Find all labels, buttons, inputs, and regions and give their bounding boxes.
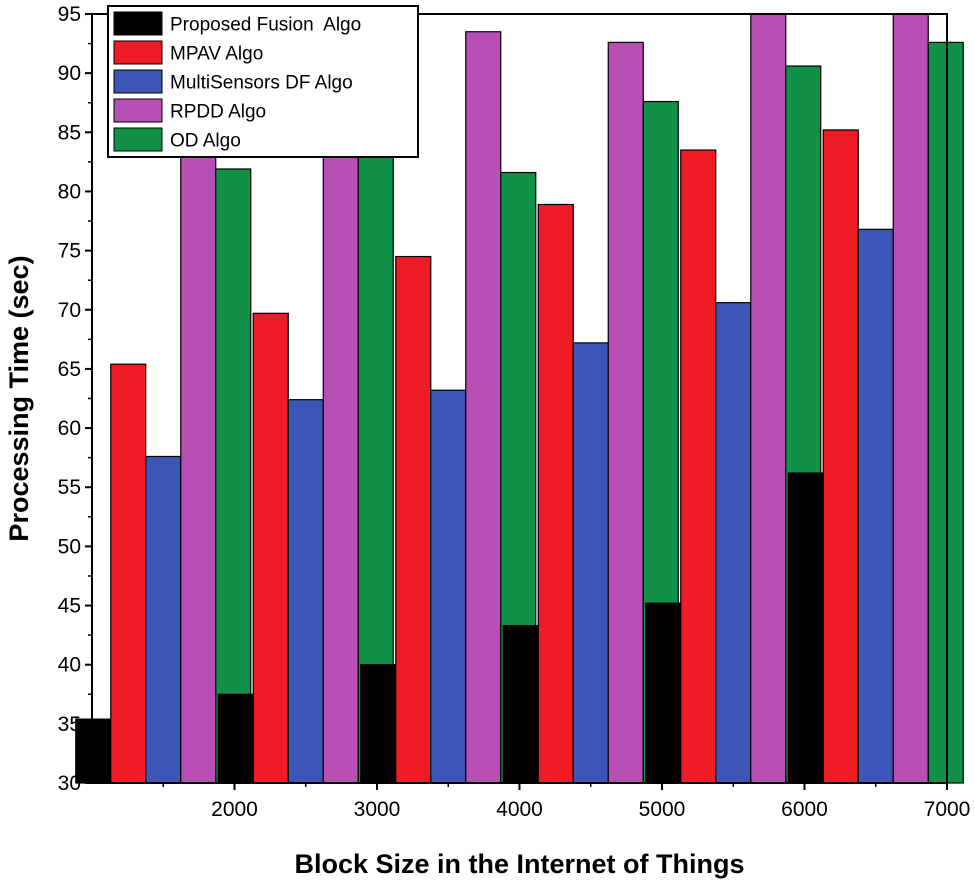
legend-label: MPAV Algo xyxy=(170,44,263,65)
bar xyxy=(252,312,289,784)
bar xyxy=(75,718,112,784)
bars-layer xyxy=(75,13,964,784)
y-tick-label: 65 xyxy=(58,358,81,381)
legend-label: MultiSensors DF Algo xyxy=(170,73,353,94)
y-tick-label: 35 xyxy=(58,713,81,736)
legend-label: RPDD Algo xyxy=(170,102,266,123)
x-tick-label: 3000 xyxy=(354,798,401,821)
y-tick-label: 60 xyxy=(58,417,81,440)
y-tick-label: 55 xyxy=(58,476,81,499)
x-tick-label: 5000 xyxy=(639,798,686,821)
y-tick-label: 90 xyxy=(58,62,81,85)
x-tick-label: 4000 xyxy=(496,798,543,821)
legend: Proposed Fusion Algo MPAV Algo MultiSensor… xyxy=(107,5,419,158)
bar xyxy=(287,399,324,784)
x-tick-label: 2000 xyxy=(211,798,258,821)
legend-swatch xyxy=(113,127,163,152)
legend-label: Proposed Fusion Algo xyxy=(170,15,361,36)
bar xyxy=(502,625,539,784)
bar xyxy=(645,602,682,784)
legend-swatch xyxy=(113,11,163,36)
bar xyxy=(145,455,182,784)
bar xyxy=(465,31,502,784)
x-axis: 2000 3000 4000 5000 6000 7000 xyxy=(162,783,971,821)
legend-label: OD Algo xyxy=(170,131,241,152)
bar xyxy=(857,228,894,784)
bar xyxy=(537,203,574,784)
bar xyxy=(715,302,752,784)
bar xyxy=(322,77,359,784)
legend-swatch xyxy=(113,40,163,65)
y-tick-label: 75 xyxy=(58,240,81,263)
bar xyxy=(750,13,787,784)
y-tick-label: 40 xyxy=(58,654,81,677)
y-tick-label: 70 xyxy=(58,299,81,322)
bar xyxy=(822,129,859,784)
bar xyxy=(680,149,717,784)
y-tick-label: 95 xyxy=(58,3,81,26)
y-tick-label: 50 xyxy=(58,535,81,558)
bar xyxy=(430,389,467,784)
y-tick-label: 45 xyxy=(58,595,81,618)
legend-swatch xyxy=(113,98,163,123)
bar xyxy=(215,168,252,784)
x-tick-label: 6000 xyxy=(781,798,828,821)
y-axis-title: Processing Time (sec) xyxy=(4,255,34,541)
bar xyxy=(892,13,929,784)
bar xyxy=(180,102,217,784)
bar xyxy=(572,342,609,784)
bar xyxy=(360,664,397,784)
y-axis: 30 35 40 45 50 55 60 65 70 75 80 85 90 95 xyxy=(58,3,92,795)
bar xyxy=(110,363,147,784)
y-tick-label: 85 xyxy=(58,121,81,144)
bar xyxy=(607,41,644,784)
x-tick-label: 7000 xyxy=(924,798,971,821)
y-tick-label: 30 xyxy=(58,772,81,795)
y-tick-label: 80 xyxy=(58,180,81,203)
x-axis-title: Block Size in the Internet of Things xyxy=(294,849,744,879)
legend-swatch xyxy=(113,69,163,94)
bar xyxy=(927,41,964,784)
bar xyxy=(395,255,432,784)
bar xyxy=(217,693,254,784)
bar xyxy=(787,472,824,784)
